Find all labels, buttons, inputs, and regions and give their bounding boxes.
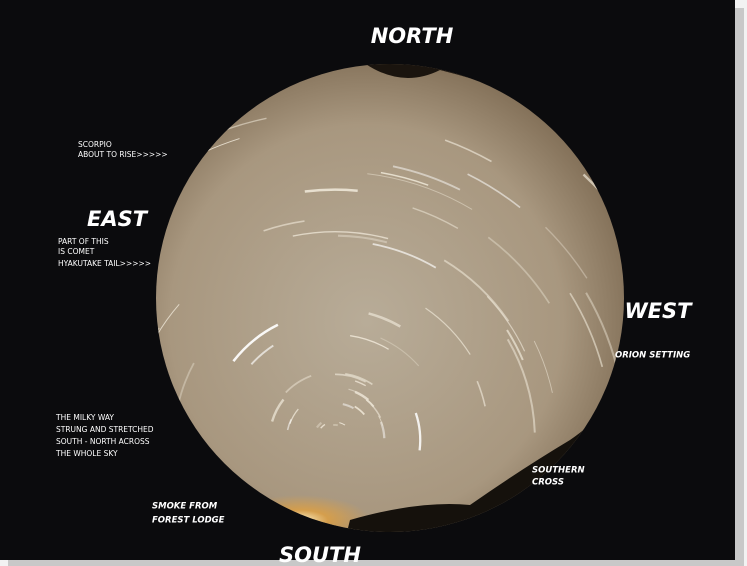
star-trail	[354, 405, 365, 416]
star-trail	[476, 380, 486, 407]
star-trail	[425, 307, 471, 355]
milky-way-note: THE MILKY WAY	[55, 413, 114, 422]
star-trail	[444, 139, 492, 163]
star-trail	[304, 188, 358, 193]
star-trail	[380, 337, 420, 367]
star-trail	[270, 398, 285, 422]
orion-note: ORION SETTING	[615, 351, 690, 361]
star-trail	[545, 226, 588, 279]
star-trail	[334, 373, 366, 383]
star-trail	[350, 335, 389, 350]
star-trail	[337, 234, 388, 244]
star-trail	[378, 415, 384, 426]
star-trail	[412, 207, 459, 230]
comet-note: IS COMET	[58, 247, 95, 256]
scorpio-note: ABOUT TO RISE>>>>>	[78, 150, 168, 159]
star-trail	[392, 165, 461, 191]
star-trail	[443, 259, 510, 322]
star-trail	[506, 338, 536, 433]
star-trail	[354, 380, 367, 387]
southern-cross-note: SOUTHERN	[532, 466, 585, 476]
fisheye-sky	[156, 64, 624, 532]
star-trail	[286, 418, 292, 431]
star-trail	[285, 374, 312, 394]
smoke-note: SMOKE FROM	[152, 502, 218, 512]
star-trail	[320, 423, 326, 429]
west-label: WEST	[625, 299, 694, 323]
comet-note: PART OF THIS	[58, 237, 109, 246]
comet-note: HYAKUTAKE TAIL>>>>>	[58, 259, 151, 268]
star-trail	[342, 403, 354, 410]
star-trail	[486, 295, 526, 352]
star-trail	[232, 323, 279, 362]
milky-way-note: THE WHOLE SKY	[55, 449, 118, 458]
star-trail	[367, 173, 473, 210]
star-trail	[569, 292, 604, 368]
southern-cross-note: CROSS	[532, 478, 564, 488]
star-trail	[506, 329, 524, 361]
star-trail	[348, 388, 358, 393]
star-trail	[292, 231, 389, 240]
star-trail	[467, 173, 521, 209]
star-trail	[315, 421, 323, 429]
star-trail	[339, 422, 346, 426]
smoke-note: FOREST LODGE	[152, 516, 225, 526]
star-trail	[345, 372, 373, 386]
scorpio-note: SCORPIO	[78, 140, 112, 149]
star-trail	[263, 220, 305, 232]
star-trail	[156, 327, 160, 364]
star-trail	[487, 236, 551, 304]
milky-way-note: SOUTH - NORTH ACROSS	[56, 437, 150, 446]
star-trail	[250, 344, 274, 365]
north-label: NORTH	[371, 24, 454, 48]
milky-way-note: STRUNG AND STRETCHED	[56, 425, 154, 434]
east-label: EAST	[87, 207, 149, 231]
south-label: SOUTH	[279, 543, 361, 566]
star-trail	[414, 412, 422, 451]
star-trail	[368, 312, 401, 328]
star-trail	[380, 171, 429, 186]
star-trail	[533, 340, 553, 393]
star-trail	[372, 243, 437, 269]
